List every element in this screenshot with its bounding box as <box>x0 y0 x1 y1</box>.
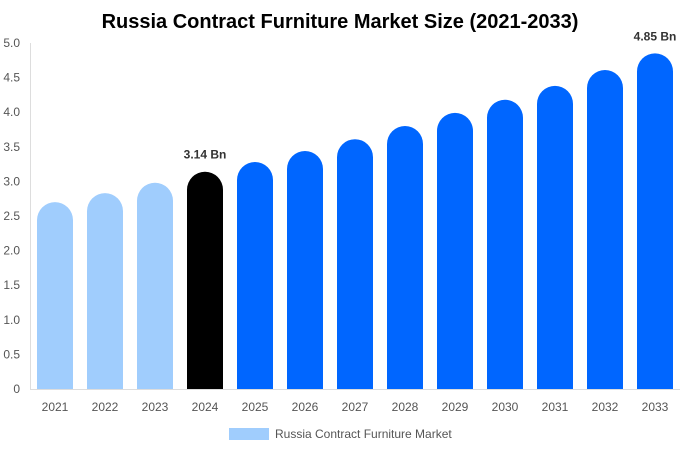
data-label-2024: 3.14 Bn <box>184 148 227 162</box>
x-tick-label: 2022 <box>92 400 119 414</box>
bar-2033 <box>637 53 673 389</box>
x-tick-label: 2027 <box>342 400 369 414</box>
y-tick-label: 2.5 <box>3 209 20 223</box>
y-tick-labels: 0 0.5 1.0 1.5 2.0 2.5 3.0 3.5 4.0 4.5 5.0 <box>3 36 20 396</box>
x-tick-label: 2026 <box>292 400 319 414</box>
x-tick-label: 2028 <box>392 400 419 414</box>
x-tick-label: 2025 <box>242 400 269 414</box>
y-tick-label: 1.0 <box>3 313 20 327</box>
data-label-2033: 4.85 Bn <box>634 29 677 43</box>
x-tick-labels: 2021 2022 2023 2024 2025 2026 2027 2028 2029 2030… <box>42 400 669 414</box>
bar-2024 <box>187 171 223 389</box>
bar-2026 <box>287 150 323 389</box>
y-tick-label: 3.0 <box>3 174 20 188</box>
data-labels: 3.14 Bn 4.85 Bn <box>184 29 677 161</box>
x-tick-label: 2023 <box>142 400 169 414</box>
bar-2030 <box>487 99 523 389</box>
bar-2022 <box>87 193 123 389</box>
chart-title: Russia Contract Furniture Market Size (2… <box>102 11 579 33</box>
x-tick-label: 2029 <box>442 400 469 414</box>
legend-label: Russia Contract Furniture Market <box>275 427 452 441</box>
y-tick-label: 0.5 <box>3 347 20 361</box>
x-tick-label: 2032 <box>592 400 619 414</box>
legend[interactable]: Russia Contract Furniture Market <box>229 427 452 441</box>
y-tick-label: 5.0 <box>3 36 20 50</box>
x-tick-label: 2021 <box>42 400 69 414</box>
bar-2023 <box>137 182 173 389</box>
y-tick-label: 3.5 <box>3 140 20 154</box>
bars <box>37 53 673 390</box>
bar-2021 <box>37 202 73 389</box>
bar-2029 <box>437 112 473 389</box>
y-tick-label: 4.0 <box>3 105 20 119</box>
x-tick-label: 2024 <box>192 400 219 414</box>
bar-2027 <box>337 139 373 389</box>
y-tick-label: 1.5 <box>3 278 20 292</box>
bar-2028 <box>387 126 423 390</box>
x-tick-label: 2033 <box>642 400 669 414</box>
bar-2025 <box>237 162 273 389</box>
y-tick-label: 0 <box>13 382 20 396</box>
x-tick-label: 2030 <box>492 400 519 414</box>
y-tick-label: 4.5 <box>3 71 20 85</box>
y-tick-label: 2.0 <box>3 244 20 258</box>
x-tick-label: 2031 <box>542 400 569 414</box>
bar-2031 <box>537 85 573 390</box>
bar-2032 <box>587 69 623 389</box>
legend-swatch <box>229 428 269 440</box>
